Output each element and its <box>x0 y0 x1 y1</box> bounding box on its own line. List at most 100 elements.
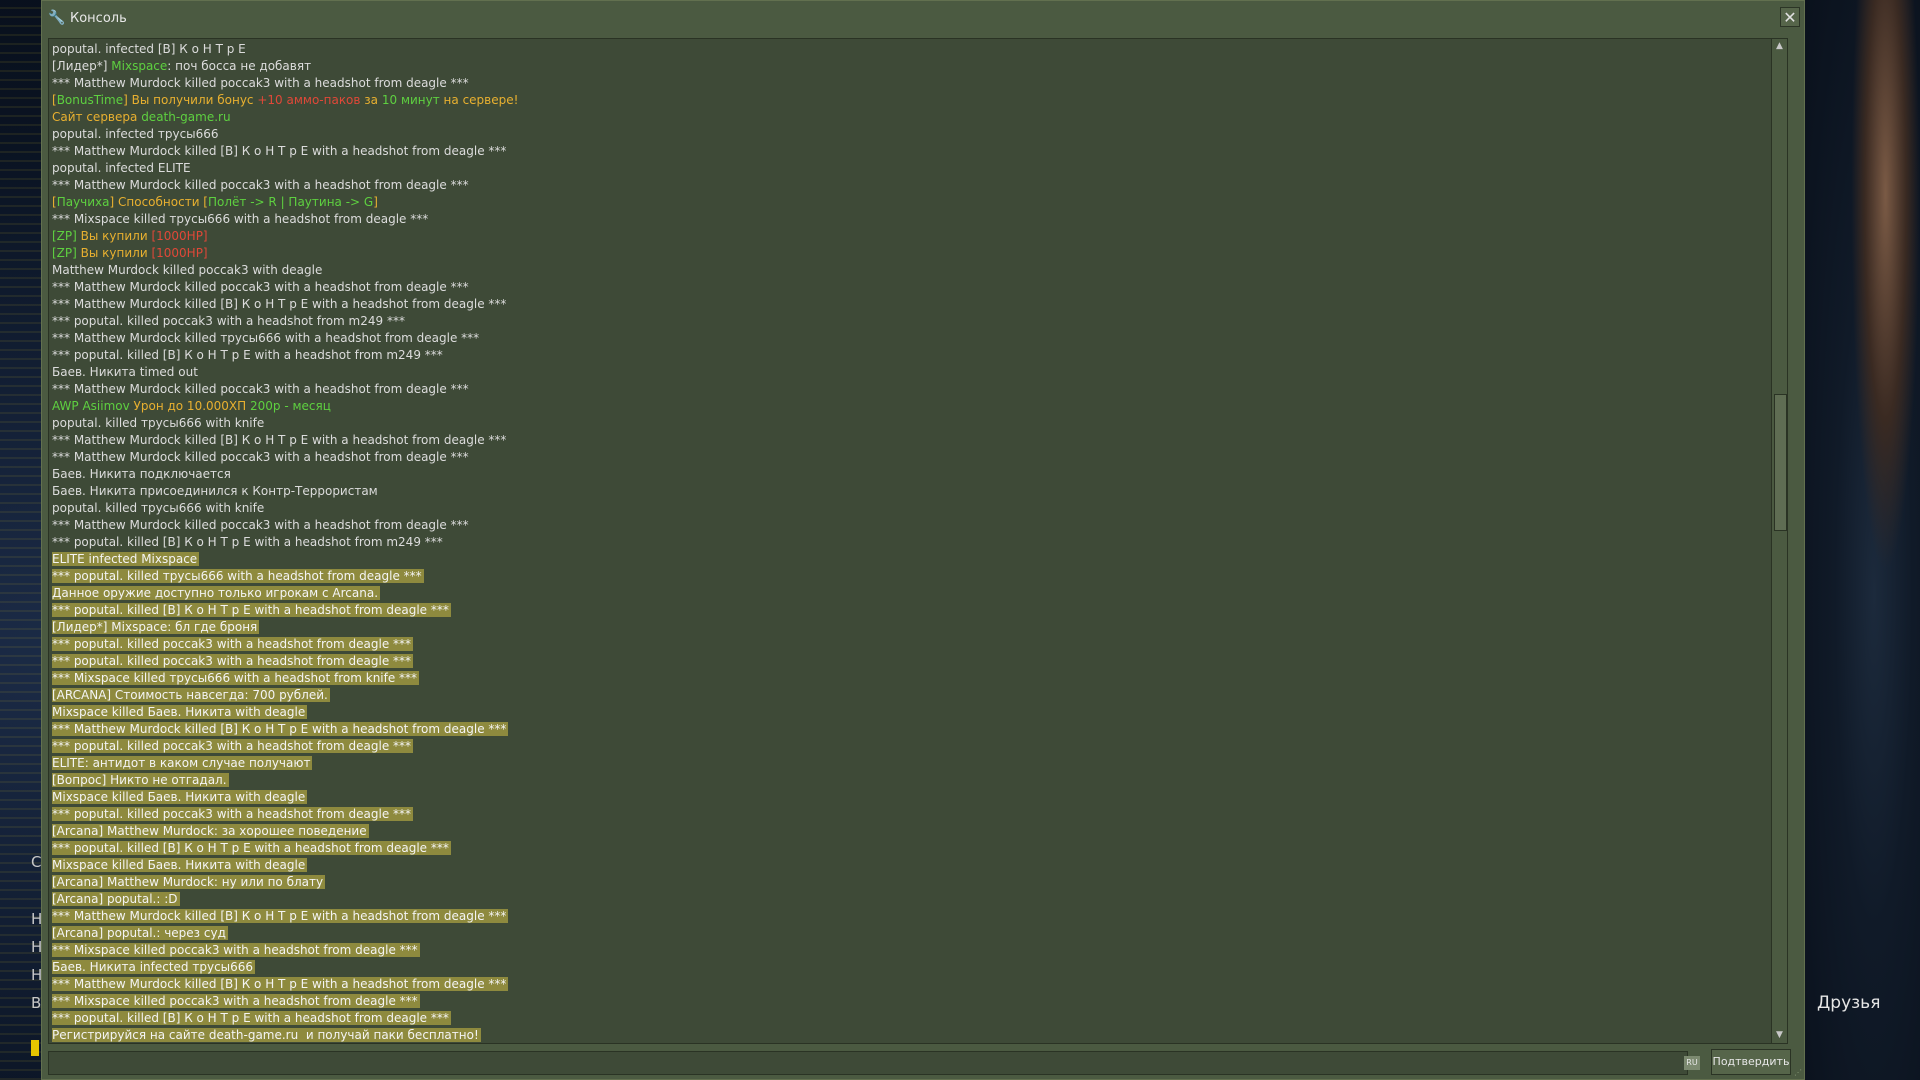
character-art <box>1805 0 1920 1080</box>
log-segment: *** Matthew Murdock killed россak3 with … <box>52 382 469 396</box>
log-segment: *** Matthew Murdock killed [B] К о Н Т р… <box>52 144 507 158</box>
command-input[interactable] <box>48 1051 1688 1075</box>
log-line: [Arcana] Matthew Murdock: за хорошее пов… <box>52 823 1776 840</box>
submit-button[interactable]: Подтвердить <box>1711 1049 1791 1075</box>
log-line: *** Matthew Murdock killed россak3 with … <box>52 75 1776 92</box>
log-segment: [Arcana] Matthew Murdock: ну или по блат… <box>52 875 326 889</box>
scroll-up-icon[interactable]: ▲ <box>1776 41 1783 51</box>
log-line: *** poputal. killed россak3 with a heads… <box>52 738 1776 755</box>
title-bar[interactable]: 🔧 Консоль ✕ <box>42 1 1804 35</box>
log-segment: Mixspace killed Баев. Никита with deagle <box>52 705 308 719</box>
log-segment: *** poputal. killed [B] К о Н Т р Е with… <box>52 348 443 362</box>
log-line: [Лидер*] Mixspace: бл где броня <box>52 619 1776 636</box>
log-lines: poputal. infected [B] К о Н Т р Е [Лидер*… <box>49 39 1776 1043</box>
log-segment: [1000HP] <box>151 246 208 260</box>
menu-glyph: H <box>31 966 43 984</box>
log-line: [ARCANA] Стоимость навсегда: 700 рублей. <box>52 687 1776 704</box>
log-segment: [ZP] <box>52 229 77 243</box>
log-segment: [Вопрос] Никто не отгадал. <box>52 773 229 787</box>
log-line: [Arcana] poputal.: через суд <box>52 925 1776 942</box>
log-line: *** poputal. killed россak3 with a heads… <box>52 806 1776 823</box>
log-segment: *** Matthew Murdock killed россak3 with … <box>52 518 469 532</box>
console-log[interactable]: poputal. infected [B] К о Н Т р Е [Лидер*… <box>48 38 1777 1044</box>
log-segment: Паучиха <box>56 195 110 209</box>
log-line: *** poputal. killed [B] К о Н Т р Е with… <box>52 534 1776 551</box>
scroll-down-icon[interactable]: ▼ <box>1776 1030 1783 1040</box>
log-line: [ZP] Вы купили [1000HP] <box>52 228 1776 245</box>
log-segment: *** Matthew Murdock killed [B] К о Н Т р… <box>52 722 509 736</box>
log-line: [Arcana] poputal.: :D <box>52 891 1776 908</box>
close-icon: ✕ <box>1783 8 1797 27</box>
log-segment: [ZP] <box>52 246 77 260</box>
log-line: *** Matthew Murdock killed [B] К о Н Т р… <box>52 432 1776 449</box>
log-segment: Баев. Никита timed out <box>52 365 198 379</box>
language-badge: RU <box>1684 1056 1700 1070</box>
log-line: *** Matthew Murdock killed [B] К о Н Т р… <box>52 721 1776 738</box>
log-segment: ELITE: антидот в каком случае получают <box>52 756 313 770</box>
log-segment: [Лидер*] <box>52 59 112 73</box>
log-line: Mixspace killed Баев. Никита with deagle <box>52 789 1776 806</box>
log-segment: 200р - месяц <box>249 399 331 413</box>
log-segment: *** Mixspace killed трусы666 with a head… <box>52 212 429 226</box>
log-segment: poputal. killed трусы666 with knife <box>52 416 265 430</box>
log-line: Matthew Murdock killed россak3 with deag… <box>52 262 1776 279</box>
log-line: *** Mixspace killed трусы666 with a head… <box>52 211 1776 228</box>
log-segment: Mixspace killed Баев. Никита with deagle <box>52 790 308 804</box>
log-segment: death-game.ru <box>141 110 231 124</box>
log-line: poputal. infected ELITE <box>52 160 1776 177</box>
log-line: Mixspace killed Баев. Никита with deagle <box>52 704 1776 721</box>
log-segment: *** Matthew Murdock killed [B] К о Н Т р… <box>52 433 507 447</box>
log-line: [BonusTime] Вы получили бонус +10 аммо-п… <box>52 92 1776 109</box>
log-line: AWP Asiimov Урон до 10.000ХП 200р - меся… <box>52 398 1776 415</box>
log-segment: *** poputal. killed трусы666 with a head… <box>52 569 424 583</box>
log-segment: *** Matthew Murdock killed россak3 with … <box>52 450 469 464</box>
log-line: *** poputal. killed трусы666 with a head… <box>52 568 1776 585</box>
resize-grip-icon[interactable]: ⋰ <box>1794 1068 1802 1077</box>
log-segment: *** Mixspace killed россak3 with a heads… <box>52 943 420 957</box>
log-segment: poputal. infected [B] К о Н Т р Е <box>52 42 246 56</box>
friends-link[interactable]: Друзья <box>1817 993 1881 1013</box>
log-line: ELITE infected Mixspace <box>52 551 1776 568</box>
log-segment: Полёт -> R | Паутина -> G <box>208 195 374 209</box>
log-line: [Лидер*] Mixspace: поч босса не добавят <box>52 58 1776 75</box>
log-line: Регистрируйся на сайте death-game.ru и п… <box>52 1027 1776 1043</box>
scroll-thumb[interactable] <box>1774 394 1787 531</box>
close-button[interactable]: ✕ <box>1780 7 1800 27</box>
log-segment: poputal. killed трусы666 with knife <box>52 501 265 515</box>
log-segment: *** poputal. killed россak3 with a heads… <box>52 637 414 651</box>
log-segment: *** Matthew Murdock killed россak3 with … <box>52 178 469 192</box>
console-window: 🔧 Консоль ✕ poputal. infected [B] К о Н … <box>41 0 1805 1080</box>
log-segment: *** Mixspace killed россak3 with a heads… <box>52 994 420 1008</box>
log-line: Баев. Никита подключается <box>52 466 1776 483</box>
log-line: *** poputal. killed россak3 with a heads… <box>52 313 1776 330</box>
log-segment: *** Matthew Murdock killed [B] К о Н Т р… <box>52 977 509 991</box>
log-line: *** Matthew Murdock killed россak3 with … <box>52 449 1776 466</box>
log-line: Сайт сервера death-game.ru <box>52 109 1776 126</box>
log-segment: *** Matthew Murdock killed [B] К о Н Т р… <box>52 297 507 311</box>
log-segment: *** poputal. killed россak3 with a heads… <box>52 807 414 821</box>
log-segment: : поч босса не добавят <box>167 59 312 73</box>
log-segment: poputal. infected ELITE <box>52 161 191 175</box>
log-segment: *** poputal. killed [B] К о Н Т р Е with… <box>52 535 443 549</box>
log-segment: Баев. Никита infected трусы666 <box>52 960 256 974</box>
log-line: [Паучиха] Способности [Полёт -> R | Паут… <box>52 194 1776 211</box>
log-segment: ELITE infected Mixspace <box>52 552 200 566</box>
log-segment: *** Matthew Murdock killed [B] К о Н Т р… <box>52 909 509 923</box>
log-line: Баев. Никита timed out <box>52 364 1776 381</box>
log-line: *** Mixspace killed россak3 with a heads… <box>52 942 1776 959</box>
log-line: *** poputal. killed [B] К о Н Т р Е with… <box>52 602 1776 619</box>
log-segment: *** Matthew Murdock killed трусы666 with… <box>52 331 480 345</box>
log-segment: [Arcana] Matthew Murdock: за хорошее пов… <box>52 824 369 838</box>
log-line: [Arcana] Matthew Murdock: ну или по блат… <box>52 874 1776 891</box>
log-segment: 10 минут <box>381 93 440 107</box>
log-segment: [Лидер*] Mixspace: бл где броня <box>52 620 260 634</box>
log-segment: Сайт сервера <box>52 110 142 124</box>
log-scrollbar[interactable]: ▲ ▼ <box>1771 38 1788 1044</box>
log-line: *** Matthew Murdock killed россak3 with … <box>52 381 1776 398</box>
wrench-icon: 🔧 <box>48 10 66 26</box>
log-segment: Matthew Murdock killed россak3 with deag… <box>52 263 323 277</box>
log-segment: Урон до 10.000ХП <box>129 399 250 413</box>
log-segment: *** poputal. killed [B] К о Н Т р Е with… <box>52 1011 451 1025</box>
log-segment: [Arcana] poputal.: через суд <box>52 926 228 940</box>
log-line: *** Matthew Murdock killed [B] К о Н Т р… <box>52 296 1776 313</box>
